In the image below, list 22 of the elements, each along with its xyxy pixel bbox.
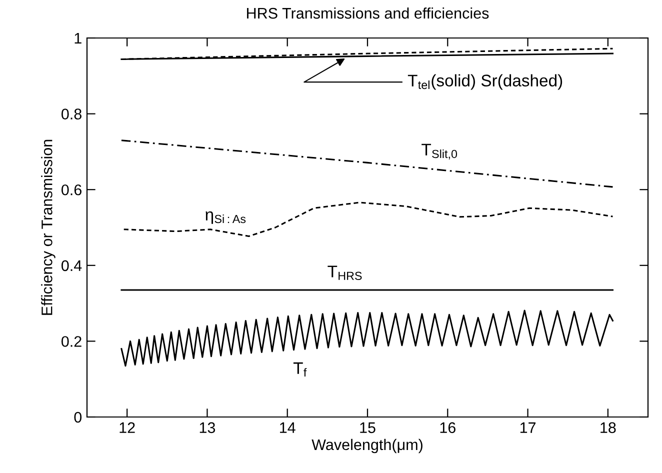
x-tick-label: 17	[520, 422, 536, 433]
x-axis-title: Wavelength(μm)	[312, 438, 422, 454]
x-tick-label: 13	[200, 422, 216, 434]
x-tick-label: 12	[120, 422, 135, 433]
series-label: T$_{f}$	[293, 362, 307, 377]
series-label: η$_{Si:As}$	[206, 211, 246, 224]
y-tick-label: 0.8	[62, 108, 82, 120]
chart-title: HRS Transmissions and efficiencies	[247, 7, 489, 19]
annotation: T$_{tel}$(solid) Sr(dashed)	[408, 74, 562, 90]
y-tick-label: 0.6	[62, 184, 82, 196]
y-tick-label: 1	[74, 33, 82, 44]
x-tick-label: 15	[360, 422, 376, 434]
y-tick-label: 0.4	[62, 260, 82, 272]
y-tick-label: 0	[74, 412, 82, 423]
x-tick-label: 14	[280, 422, 296, 433]
line-series	[123, 202, 614, 237]
x-tick-label: 16	[440, 422, 456, 434]
series-label: T$_{Slit,0}$	[422, 144, 458, 160]
y-tick-label: 0.2	[62, 336, 82, 347]
x-tick-label: 18	[600, 422, 616, 434]
series-label: T$_{HRS}$	[328, 266, 362, 280]
y-axis-title: Efficiency or Transmission	[41, 140, 56, 315]
